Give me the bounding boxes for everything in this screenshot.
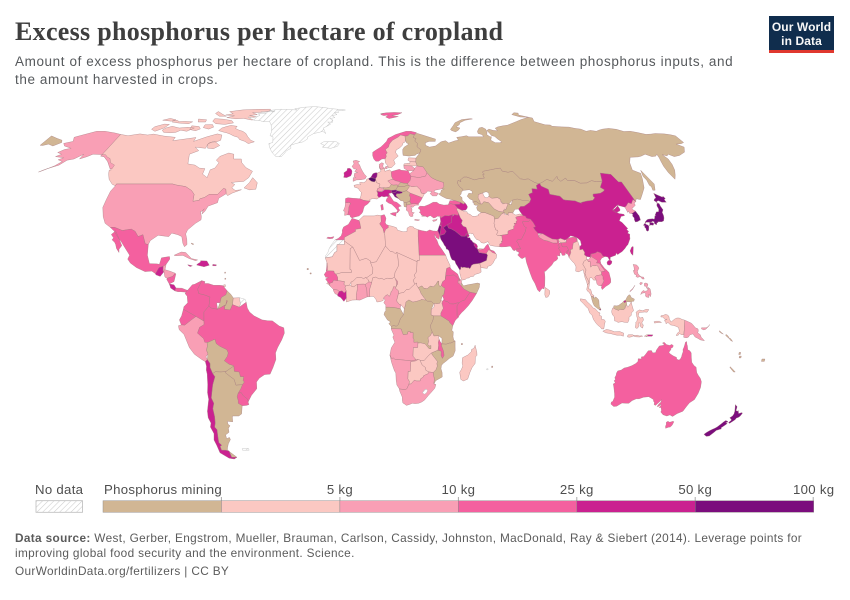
svg-text:5 kg: 5 kg bbox=[327, 482, 353, 497]
svg-text:50 kg: 50 kg bbox=[678, 482, 712, 497]
svg-text:25 kg: 25 kg bbox=[560, 482, 594, 497]
svg-text:100 kg: 100 kg bbox=[793, 482, 834, 497]
svg-text:10 kg: 10 kg bbox=[442, 482, 476, 497]
svg-text:No data: No data bbox=[35, 482, 84, 497]
svg-text:Phosphorus mining: Phosphorus mining bbox=[104, 482, 222, 497]
